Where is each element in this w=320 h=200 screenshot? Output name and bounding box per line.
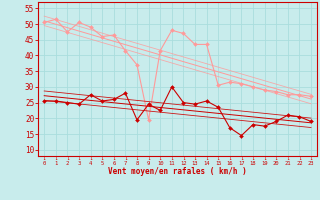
X-axis label: Vent moyen/en rafales ( km/h ): Vent moyen/en rafales ( km/h ) — [108, 167, 247, 176]
